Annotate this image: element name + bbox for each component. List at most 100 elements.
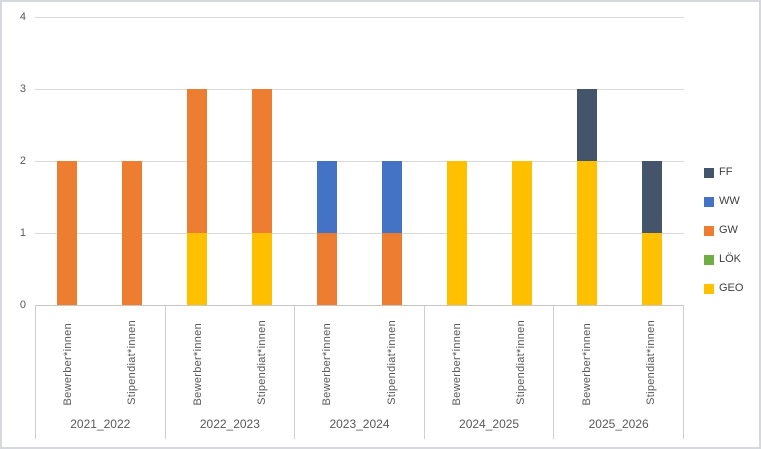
legend-swatch-lök [704, 254, 714, 265]
bar-label: Stipendiat*innen [515, 320, 528, 405]
bar-label-cell: Stipendiat*innen [100, 306, 164, 408]
gridline-1 [35, 233, 684, 234]
bar-label-cell: Bewerber*innen [166, 306, 230, 408]
bar-segment-gw [252, 89, 273, 233]
stacked-bar-2021_2022-stipendiat [122, 161, 143, 305]
bar-slot [35, 17, 100, 305]
bar-label-cell: Stipendiat*innen [230, 306, 294, 408]
y-axis-tick-label: 1 [19, 227, 26, 239]
y-axis-tick-label: 0 [19, 299, 26, 311]
bar-label-cell: Stipendiat*innen [489, 306, 553, 408]
bar-label-cell: Stipendiat*innen [359, 306, 423, 408]
group-label: 2024_2025 [459, 416, 520, 431]
bar-segment-geo [641, 233, 662, 305]
stacked-bar-2023_2024-stipendiat [381, 161, 402, 305]
stacked-bar-2025_2026-bewerber [576, 89, 597, 305]
legend-item-geo: GEO [704, 282, 743, 295]
bar-label-cell: Stipendiat*innen [619, 306, 683, 408]
x-axis-group-2025_2026: Bewerber*innen Stipendiat*innen 2025_2026 [554, 306, 684, 439]
gridline-3 [35, 89, 684, 90]
x-axis-group-2022_2023: Bewerber*innen Stipendiat*innen 2022_2023 [166, 306, 296, 439]
y-axis-tick-label: 4 [19, 11, 26, 23]
stacked-bar-2022_2023-stipendiat [252, 89, 273, 305]
group-label-row: 2021_2022 [36, 408, 165, 439]
legend-label: GEO [719, 282, 744, 294]
bar-label-row: Bewerber*innen Stipendiat*innen [166, 306, 295, 408]
legend-label: GW [719, 224, 738, 236]
bar-slot [165, 17, 230, 305]
legend-item-lök: LÖK [704, 253, 743, 266]
group-label: 2023_2024 [329, 416, 390, 431]
legend-item-ww: WW [704, 195, 743, 208]
bar-label-row: Bewerber*innen Stipendiat*innen [295, 306, 424, 408]
bar-segment-ff [641, 161, 662, 233]
legend-item-gw: GW [704, 224, 743, 237]
bar-label: Stipendiat*innen [385, 320, 398, 405]
stacked-bar-2021_2022-bewerber [57, 161, 78, 305]
legend-swatch-ff [704, 167, 714, 178]
group-label-row: 2023_2024 [295, 408, 424, 439]
bar-slot [424, 17, 489, 305]
stacked-bar-2025_2026-stipendiat [641, 161, 662, 305]
bar-slot [230, 17, 295, 305]
bar-segment-gw [187, 89, 208, 233]
plot-area [35, 17, 684, 305]
x-axis: Bewerber*innen Stipendiat*innen 2021_2022 B… [35, 305, 684, 439]
group-label-row: 2025_2026 [554, 408, 683, 439]
bar-label: Bewerber*innen [450, 322, 463, 405]
bar-label-cell: Bewerber*innen [295, 306, 359, 408]
stacked-bar-2022_2023-bewerber [187, 89, 208, 305]
bar-slot [489, 17, 554, 305]
x-axis-group-2023_2024: Bewerber*innen Stipendiat*innen 2023_2024 [295, 306, 425, 439]
bar-segment-ww [381, 161, 402, 233]
group-label-row: 2022_2023 [166, 408, 295, 439]
bar-segment-ff [576, 89, 597, 161]
group-label: 2022_2023 [199, 416, 260, 431]
legend: FF WW GW LÖK GEO [704, 166, 743, 295]
bar-label-row: Bewerber*innen Stipendiat*innen [554, 306, 683, 408]
bar-segment-ww [317, 161, 338, 233]
bar-label-cell: Bewerber*innen [36, 306, 100, 408]
bar-label: Bewerber*innen [62, 322, 75, 405]
group-label: 2025_2026 [588, 416, 649, 431]
bar-segment-gw [57, 161, 78, 305]
bar-slot [100, 17, 165, 305]
bar-group-2023_2024 [295, 17, 425, 305]
bar-slot [295, 17, 360, 305]
bar-slot [619, 17, 684, 305]
bar-segment-gw [122, 161, 143, 305]
x-axis-group-2021_2022: Bewerber*innen Stipendiat*innen 2021_2022 [36, 306, 166, 439]
bar-segment-gw [317, 233, 338, 305]
legend-swatch-ww [704, 196, 714, 207]
bar-group-2024_2025 [424, 17, 554, 305]
gridline-2 [35, 161, 684, 162]
bar-label-row: Bewerber*innen Stipendiat*innen [425, 306, 554, 408]
bar-segment-gw [381, 233, 402, 305]
bar-group-2021_2022 [35, 17, 165, 305]
stacked-bar-2024_2025-stipendiat [511, 161, 532, 305]
legend-label: FF [719, 166, 733, 178]
y-axis-tick-label: 3 [19, 83, 26, 95]
bar-label-row: Bewerber*innen Stipendiat*innen [36, 306, 165, 408]
legend-item-ff: FF [704, 166, 743, 179]
bar-group-2022_2023 [165, 17, 295, 305]
bar-label-cell: Bewerber*innen [425, 306, 489, 408]
bar-label: Stipendiat*innen [256, 320, 269, 405]
group-label: 2021_2022 [70, 416, 131, 431]
legend-swatch-gw [704, 225, 714, 236]
bar-label: Bewerber*innen [580, 322, 593, 405]
y-axis: 0 1 2 3 4 [2, 2, 26, 447]
bar-label: Bewerber*innen [321, 322, 334, 405]
bar-label-cell: Bewerber*innen [554, 306, 618, 408]
legend-label: WW [719, 195, 740, 207]
bar-label: Bewerber*innen [191, 322, 204, 405]
bar-segment-geo [576, 161, 597, 305]
x-axis-group-2024_2025: Bewerber*innen Stipendiat*innen 2024_2025 [425, 306, 555, 439]
bar-segment-geo [187, 233, 208, 305]
bar-segment-geo [446, 161, 467, 305]
legend-label: LÖK [719, 253, 742, 265]
bar-slot [360, 17, 425, 305]
bars [35, 17, 684, 305]
stacked-bar-2023_2024-bewerber [317, 161, 338, 305]
